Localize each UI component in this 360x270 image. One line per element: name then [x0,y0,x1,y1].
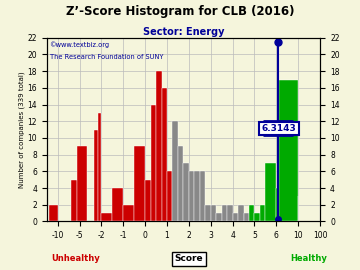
Bar [260,205,265,221]
Bar [255,213,260,221]
Bar [98,113,102,221]
Bar [172,121,178,221]
Bar [49,205,58,221]
Text: Healthy: Healthy [290,254,327,264]
Bar [77,146,87,221]
Bar [222,205,227,221]
Bar [238,205,243,221]
Bar [178,146,183,221]
Bar [194,171,200,221]
Text: ©www.textbiz.org: ©www.textbiz.org [50,42,110,48]
Text: Unhealthy: Unhealthy [51,254,100,264]
Bar [71,180,77,221]
Text: 6.3143: 6.3143 [262,124,297,133]
Bar [265,163,276,221]
Bar [205,205,211,221]
Bar [162,88,167,221]
Bar [249,205,255,221]
Text: Z’-Score Histogram for CLB (2016): Z’-Score Histogram for CLB (2016) [66,5,294,18]
Bar [183,163,189,221]
Bar [276,188,279,221]
Bar [233,213,238,221]
Bar [200,171,205,221]
Bar [102,213,112,221]
Bar [150,104,156,221]
Bar [189,171,194,221]
Text: Score: Score [175,254,203,264]
Bar [94,130,98,221]
Text: The Research Foundation of SUNY: The Research Foundation of SUNY [50,54,163,60]
Bar [279,80,298,221]
Bar [112,188,123,221]
Bar [216,213,222,221]
Bar [145,180,150,221]
Bar [123,205,134,221]
Bar [167,171,172,221]
Bar [227,205,233,221]
Bar [156,71,162,221]
Title: Sector: Energy: Sector: Energy [143,27,224,37]
Bar [211,205,216,221]
Bar [243,213,249,221]
Y-axis label: Number of companies (339 total): Number of companies (339 total) [18,71,25,188]
Bar [134,146,145,221]
